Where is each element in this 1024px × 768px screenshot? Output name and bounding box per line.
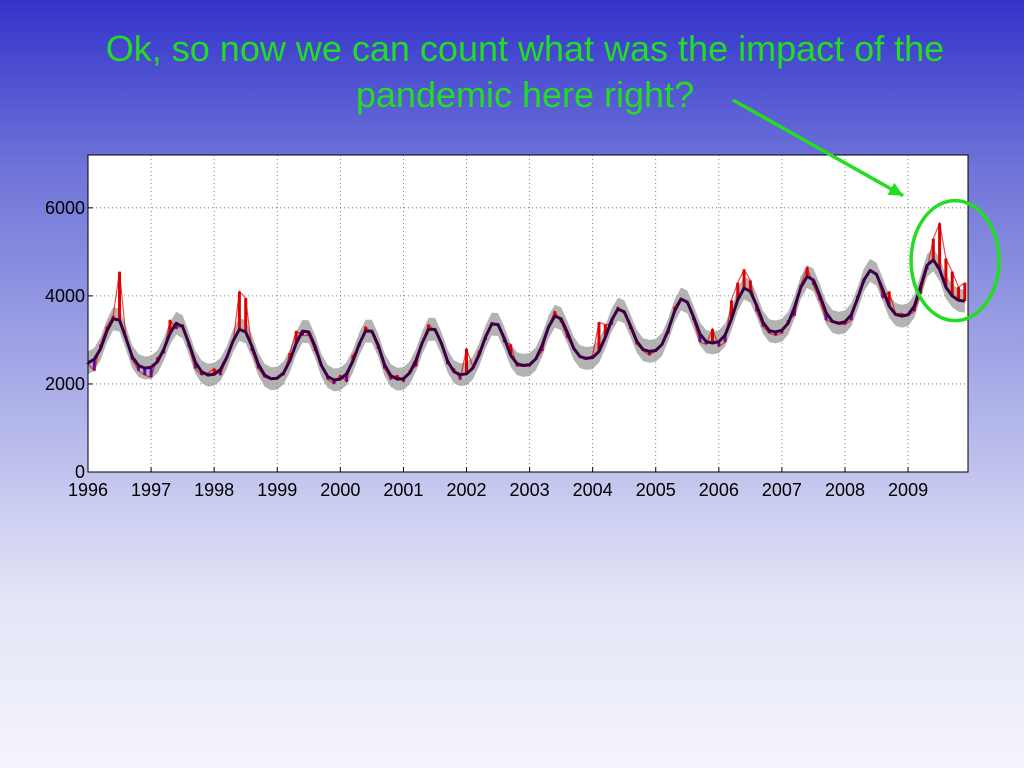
arrow-head bbox=[887, 182, 904, 196]
x-axis: 1996 1997 1998 1999 2000 2001 2002 2003 2004 2005… bbox=[68, 467, 928, 500]
grid-lines bbox=[88, 155, 968, 472]
baseline-line bbox=[87, 258, 966, 382]
y-tick-label: 4000 bbox=[45, 286, 85, 306]
x-tick-label: 2003 bbox=[510, 480, 550, 500]
plot-frame bbox=[87, 154, 969, 473]
baseline-series bbox=[87, 258, 966, 382]
x-tick-label: 2009 bbox=[888, 480, 928, 500]
slide-title: Ok, so now we can count what was the imp… bbox=[105, 28, 945, 115]
x-tick-label: 1999 bbox=[257, 480, 297, 500]
x-tick-label: 2007 bbox=[762, 480, 802, 500]
x-tick-label: 2002 bbox=[446, 480, 486, 500]
annotation bbox=[732, 98, 1001, 323]
x-tick-label: 2008 bbox=[825, 480, 865, 500]
y-tick-label: 0 bbox=[75, 462, 85, 482]
envelope-series bbox=[88, 248, 965, 392]
x-tick-label: 1996 bbox=[68, 480, 108, 500]
highlight-ellipse bbox=[909, 198, 1001, 323]
x-tick-label: 2000 bbox=[320, 480, 360, 500]
x-tick-label: 2005 bbox=[636, 480, 676, 500]
x-tick-label: 1998 bbox=[194, 480, 234, 500]
x-tick-label: 2006 bbox=[699, 480, 739, 500]
y-axis: 0 2000 4000 6000 bbox=[45, 198, 93, 482]
x-tick-label: 2001 bbox=[383, 480, 423, 500]
x-tick-label: 1997 bbox=[131, 480, 171, 500]
envelope-band bbox=[88, 248, 965, 392]
y-tick-label: 6000 bbox=[45, 198, 85, 218]
x-tick-label: 2004 bbox=[573, 480, 613, 500]
y-tick-label: 2000 bbox=[45, 374, 85, 394]
annotation-arrow bbox=[732, 98, 904, 198]
